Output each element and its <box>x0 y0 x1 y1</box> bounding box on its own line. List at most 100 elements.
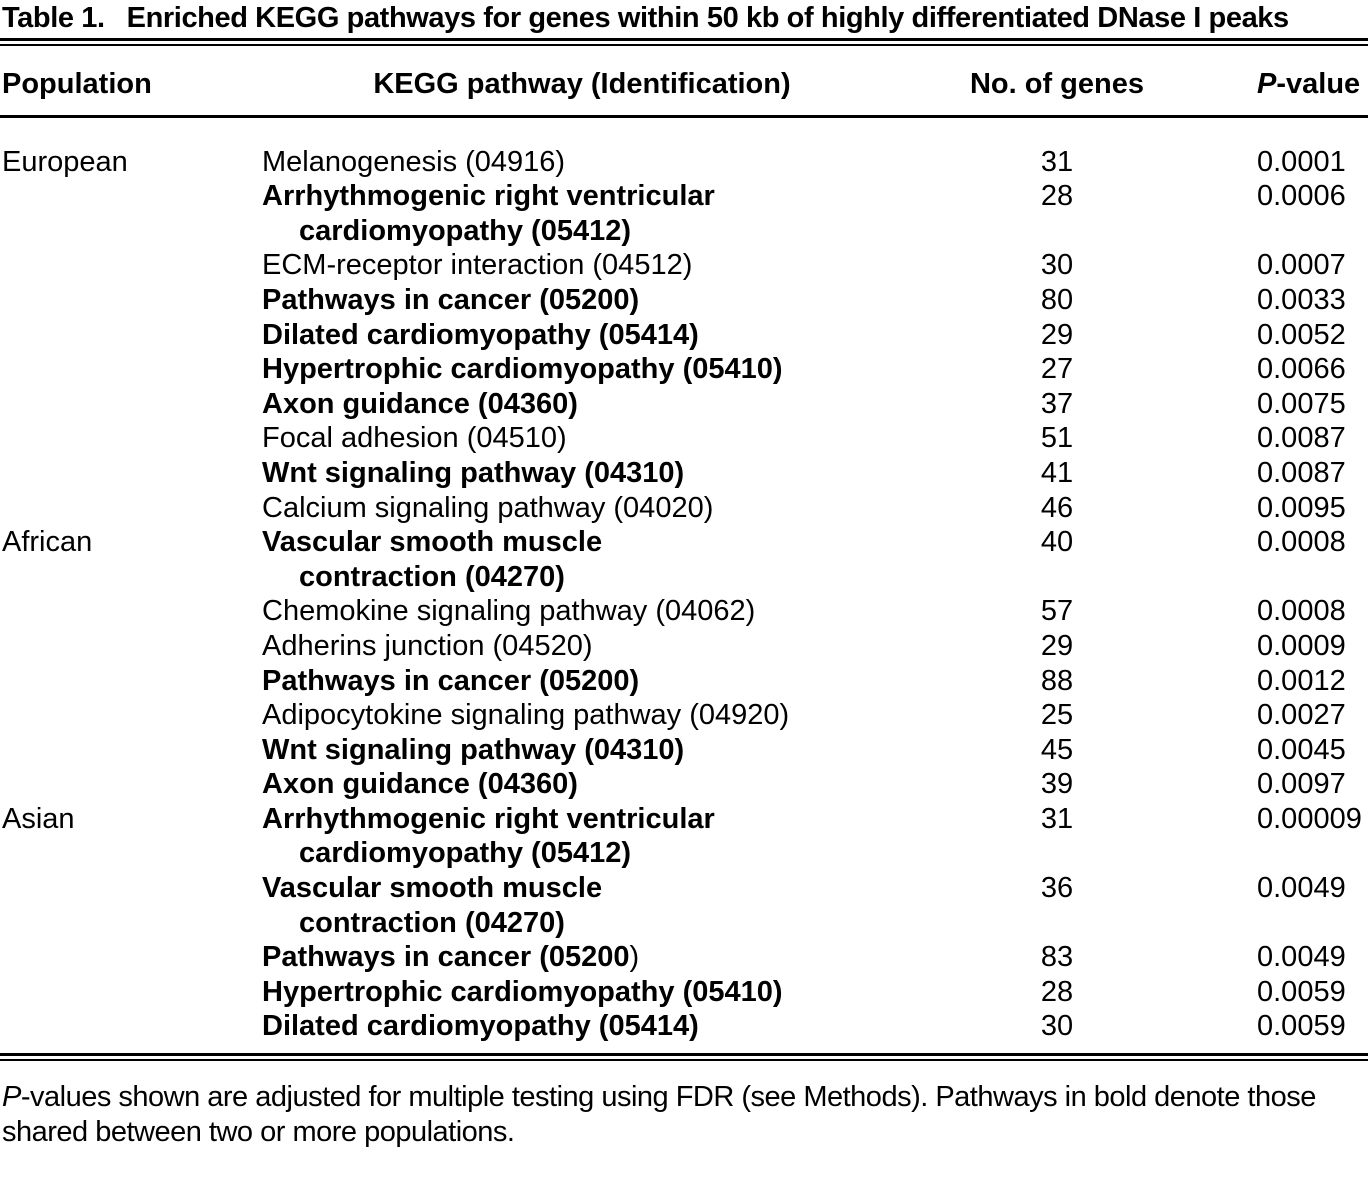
pvalue-cell: 0.0033 <box>1257 283 1346 316</box>
pathway-cell: Axon guidance (04360) <box>262 767 902 802</box>
table-row: Adherins junction (04520) 29 0.0009 <box>0 629 1368 664</box>
table-row: Asian Arrhythmogenic right ventricular ca… <box>0 802 1368 871</box>
pvalue-cell: 0.00009 <box>1257 802 1362 835</box>
pvalue-cell: 0.0012 <box>1257 664 1346 697</box>
pathway-text: Arrhythmogenic right ventricular <box>262 180 715 213</box>
genes-count-cell: 83 <box>1040 941 1074 974</box>
pathway-cell: Focal adhesion (04510) <box>262 421 902 456</box>
pvalue-cell: 0.0007 <box>1257 249 1346 282</box>
pathway-cell: Pathways in cancer (05200) <box>262 283 902 318</box>
pvalue-cell: 0.0097 <box>1257 768 1346 801</box>
top-rule <box>0 38 1368 46</box>
pathway-cell: Hypertrophic cardiomyopathy (05410) <box>262 975 902 1010</box>
genes-count-cell: 51 <box>1040 422 1074 455</box>
population-cell <box>0 629 262 664</box>
genes-count-cell: 45 <box>1040 733 1074 766</box>
pathway-cell: Arrhythmogenic right ventricular cardiomy… <box>262 802 902 871</box>
table-title: Table 1. Enriched KEGG pathways for genes… <box>0 0 1368 35</box>
table-row: Pathways in cancer (05200) 88 0.0012 <box>0 664 1368 699</box>
pvalue-cell: 0.0045 <box>1257 733 1346 766</box>
pathway-cell: Hypertrophic cardiomyopathy (05410) <box>262 352 902 387</box>
pathway-text: Dilated cardiomyopathy (05414) <box>262 318 699 351</box>
pathway-cell: Adipocytokine signaling pathway (04920) <box>262 698 902 733</box>
pvalue-cell: 0.0095 <box>1257 491 1346 524</box>
population-cell: Asian <box>2 802 75 835</box>
genes-count-cell: 39 <box>1040 768 1074 801</box>
genes-count-cell: 31 <box>1040 145 1074 178</box>
population-cell <box>0 871 262 940</box>
genes-count-cell: 25 <box>1040 699 1074 732</box>
header-population: Population <box>0 46 262 118</box>
table-row: Pathways in cancer (05200) 80 0.0033 <box>0 283 1368 318</box>
pathway-cell: Calcium signaling pathway (04020) <box>262 491 902 526</box>
genes-count-cell: 36 <box>1040 872 1074 905</box>
genes-count-cell: 31 <box>1040 802 1074 835</box>
table-row: Focal adhesion (04510) 51 0.0087 <box>0 421 1368 456</box>
header-no-of-genes: No. of genes <box>902 46 1212 118</box>
pvalue-cell: 0.0087 <box>1257 422 1346 455</box>
genes-count-cell: 27 <box>1040 353 1074 386</box>
pathway-cell: Pathways in cancer (05200) <box>262 940 902 975</box>
genes-count-cell: 88 <box>1040 664 1074 697</box>
pvalue-cell: 0.0066 <box>1257 353 1346 386</box>
pvalue-cell: 0.0027 <box>1257 699 1346 732</box>
pathway-cell: Adherins junction (04520) <box>262 629 902 664</box>
genes-count-cell: 28 <box>1040 180 1074 213</box>
population-cell <box>0 248 262 283</box>
table-body: European Melanogenesis (04916) 31 0.0001… <box>0 116 1368 1053</box>
footnote-text: -values shown are adjusted for multiple … <box>2 1081 1316 1149</box>
genes-count-cell: 28 <box>1040 975 1074 1008</box>
pvalue-cell: 0.0049 <box>1257 872 1346 905</box>
population-cell: European <box>2 145 128 178</box>
pathway-cell: Wnt signaling pathway (04310) <box>262 456 902 491</box>
pvalue-cell: 0.0008 <box>1257 526 1346 559</box>
pathway-cell: Wnt signaling pathway (04310) <box>262 733 902 768</box>
genes-count-cell: 29 <box>1040 629 1074 662</box>
population-cell <box>0 940 262 975</box>
pathway-cell: Vascular smooth muscle contraction (04270… <box>262 525 902 594</box>
table-row: Wnt signaling pathway (04310) 41 0.0087 <box>0 456 1368 491</box>
header-row: Population KEGG pathway (Identification)… <box>0 46 1368 118</box>
pathway-plain-suffix: ) <box>629 941 640 974</box>
pathway-text: Adherins junction (04520) <box>262 629 593 662</box>
pathway-text: Chemokine signaling pathway (04062) <box>262 595 756 628</box>
population-cell <box>0 421 262 456</box>
pvalue-cell: 0.0052 <box>1257 318 1346 351</box>
pvalue-cell: 0.0059 <box>1257 1010 1346 1043</box>
pathway-cell: Dilated cardiomyopathy (05414) <box>262 318 902 353</box>
pathway-cell: Pathways in cancer (05200) <box>262 664 902 699</box>
genes-count-cell: 40 <box>1040 526 1074 559</box>
pathway-text: ECM-receptor interaction (04512) <box>262 249 693 282</box>
pathway-text: Arrhythmogenic right ventricular <box>262 802 715 835</box>
pathway-text: Pathways in cancer (05200) <box>262 283 640 316</box>
pathway-text: Hypertrophic cardiomyopathy (05410) <box>262 975 783 1008</box>
pathway-text: Pathways in cancer (05200 <box>262 941 630 974</box>
pvalue-cell: 0.0009 <box>1257 629 1346 662</box>
table-row: Dilated cardiomyopathy (05414) 29 0.0052 <box>0 318 1368 353</box>
pathway-text: Calcium signaling pathway (04020) <box>262 491 714 524</box>
population-cell <box>0 491 262 526</box>
pvalue-cell: 0.0049 <box>1257 941 1346 974</box>
pathway-text: Wnt signaling pathway (04310) <box>262 456 685 489</box>
table-row: Arrhythmogenic right ventricular cardiomy… <box>0 179 1368 248</box>
population-cell <box>0 664 262 699</box>
table-row: European Melanogenesis (04916) 31 0.0001 <box>0 116 1368 179</box>
table-row: African Vascular smooth muscle contractio… <box>0 525 1368 594</box>
table-row: Vascular smooth muscle contraction (04270… <box>0 871 1368 940</box>
genes-count-cell: 80 <box>1040 283 1074 316</box>
pathway-text: Axon guidance (04360) <box>262 768 578 801</box>
pathway-text: Vascular smooth muscle <box>262 872 603 905</box>
pathway-text: Pathways in cancer (05200) <box>262 664 640 697</box>
table-row: Chemokine signaling pathway (04062) 57 0… <box>0 594 1368 629</box>
footnote-p-italic: P <box>2 1081 21 1114</box>
table-row: Wnt signaling pathway (04310) 45 0.0045 <box>0 733 1368 768</box>
header-p-value-rest: -value <box>1276 68 1361 100</box>
population-cell <box>0 387 262 422</box>
pvalue-cell: 0.0075 <box>1257 387 1346 420</box>
population-cell <box>0 318 262 353</box>
pathway-text-continued: cardiomyopathy (05412) <box>299 214 632 247</box>
table-row: Dilated cardiomyopathy (05414) 30 0.0059 <box>0 1009 1368 1053</box>
pvalue-cell: 0.0001 <box>1257 145 1346 178</box>
kegg-pathways-table: Population KEGG pathway (Identification)… <box>0 46 1368 1053</box>
